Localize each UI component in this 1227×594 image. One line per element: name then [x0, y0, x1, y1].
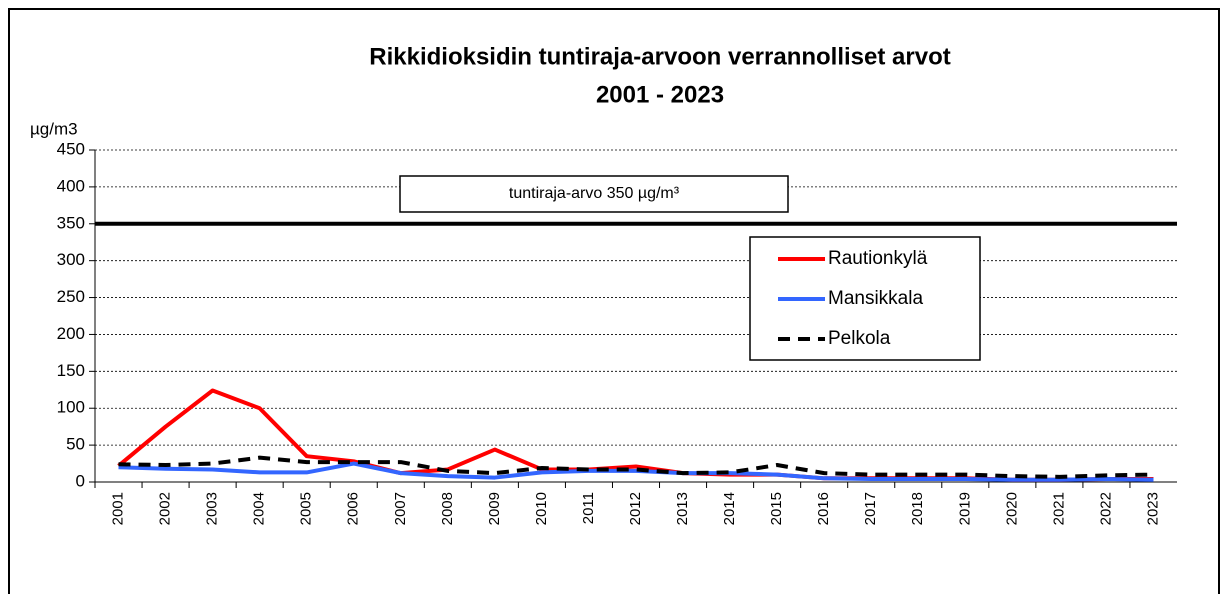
chart-subtitle: 2001 - 2023: [596, 81, 724, 108]
x-tick-label: 2015: [768, 492, 785, 525]
legend-label: Mansikkala: [828, 288, 923, 309]
x-tick-label: 2016: [815, 492, 832, 525]
x-tick-label: 2007: [392, 492, 409, 525]
y-tick-label: 400: [57, 176, 85, 195]
x-tick-label: 2011: [580, 492, 597, 524]
x-tick-label: 2018: [909, 492, 926, 525]
y-tick-label: 450: [57, 139, 85, 158]
series-line: [117, 388, 1154, 482]
y-tick-label: 300: [57, 250, 85, 269]
y-tick-label: 200: [57, 324, 85, 343]
legend-label: Rautionkylä: [828, 248, 928, 269]
x-tick-label: 2019: [956, 492, 973, 525]
x-tick-label: 2014: [721, 492, 738, 525]
x-tick-label: 2017: [862, 492, 879, 525]
legend-label: Pelkola: [828, 328, 891, 349]
x-tick-label: 2022: [1097, 492, 1114, 525]
y-tick-label: 0: [76, 471, 85, 490]
y-tick-label: 50: [66, 435, 85, 454]
series-line: [118, 461, 1154, 482]
x-tick-label: 2013: [674, 492, 691, 525]
x-tick-label: 2021: [1050, 492, 1067, 525]
x-tick-label: 2002: [157, 492, 174, 525]
series-line: [118, 455, 1154, 479]
annotation: tuntiraja-arvo 350 µg/m³: [509, 185, 680, 202]
x-tick-label: 2005: [298, 492, 315, 525]
y-tick-label: 350: [57, 213, 85, 232]
x-tick-label: 2020: [1003, 492, 1020, 525]
x-tick-label: 2010: [533, 492, 550, 525]
x-tick-label: 2023: [1144, 492, 1161, 525]
x-tick-label: 2004: [251, 492, 268, 525]
y-tick-label: 150: [57, 361, 85, 380]
x-tick-label: 2003: [204, 492, 221, 525]
chart-title: Rikkidioksidin tuntiraja-arvoon verranno…: [369, 43, 950, 70]
y-tick-label: 100: [57, 398, 85, 417]
x-tick-label: 2009: [486, 492, 503, 525]
frame: [8, 8, 1220, 594]
y-axis-label: µg/m3: [30, 119, 78, 138]
x-tick-label: 2006: [345, 492, 362, 525]
x-tick-label: 2008: [439, 492, 456, 525]
annotation-box: [399, 175, 789, 213]
x-tick-label: 2012: [627, 492, 644, 525]
y-tick-label: 250: [57, 287, 85, 306]
x-tick-label: 2001: [109, 492, 126, 525]
